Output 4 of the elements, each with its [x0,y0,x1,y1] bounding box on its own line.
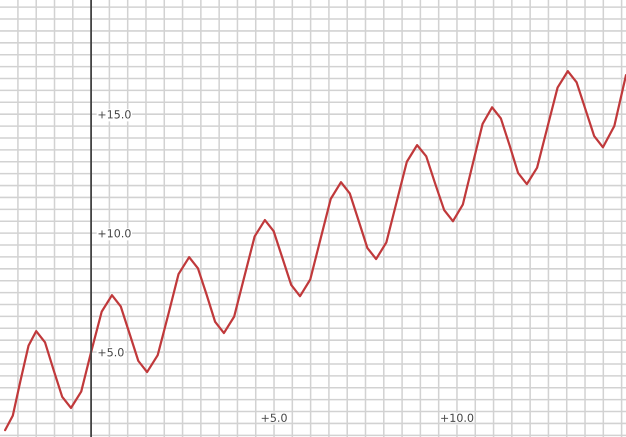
line-series [4,70,626,432]
y-tick-label: +15.0 [98,110,131,119]
y-tick-label: +10.0 [98,229,131,238]
y-tick-label: +5.0 [98,348,124,356]
